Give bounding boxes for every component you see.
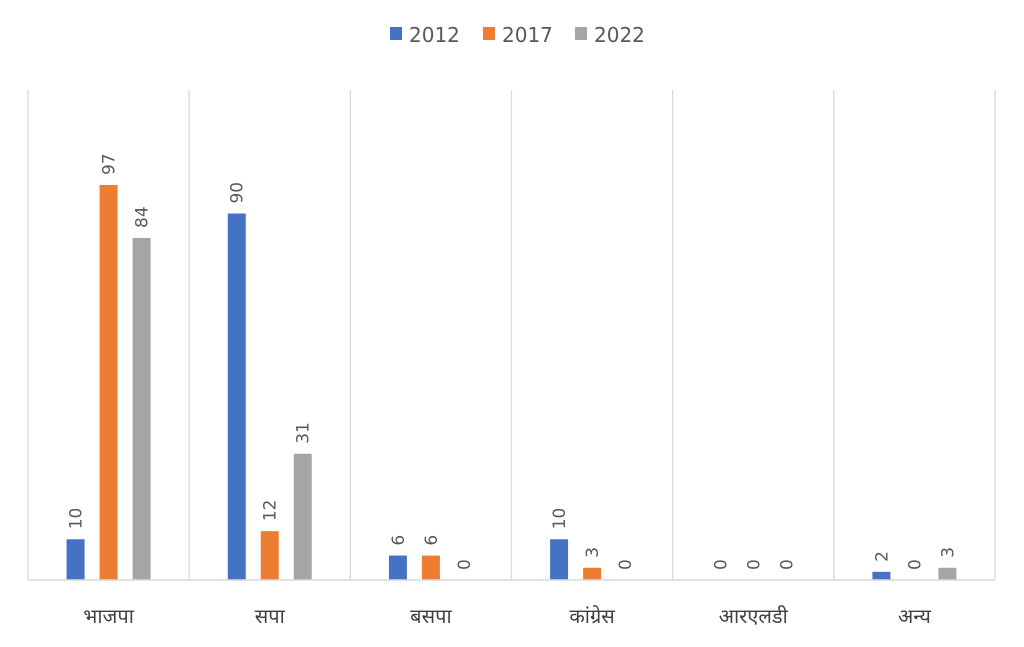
category-labels: भाजपा सपा बसपा कांग्रेस आरएलडी अन्य xyxy=(83,604,931,628)
bar-2017-0 xyxy=(99,185,118,580)
bar-2017-1 xyxy=(260,531,279,580)
data-label-2012-3: 10 xyxy=(550,508,570,530)
legend-swatch-2012 xyxy=(390,27,402,40)
category-label-3: कांग्रेस xyxy=(569,604,615,628)
data-label-2022-5: 3 xyxy=(938,547,958,558)
data-label-2017-0: 97 xyxy=(100,153,120,175)
category-label-5: अन्य xyxy=(898,604,931,628)
legend-label-2017: 2017 xyxy=(502,23,553,47)
legend-swatch-2017 xyxy=(483,27,495,40)
bar-2022-1 xyxy=(293,453,312,580)
data-label-2022-2: 0 xyxy=(455,559,475,570)
legend-label-2012: 2012 xyxy=(409,23,460,47)
bars xyxy=(66,185,957,580)
bar-2012-1 xyxy=(227,213,246,580)
data-label-2017-2: 6 xyxy=(422,535,442,546)
bar-2017-2 xyxy=(421,555,440,580)
legend: 2012 2017 2022 xyxy=(390,23,645,47)
data-label-2022-4: 0 xyxy=(777,559,797,570)
data-label-2012-0: 10 xyxy=(67,508,87,530)
bar-2012-0 xyxy=(66,539,85,580)
bar-2012-5 xyxy=(872,571,891,580)
data-label-2012-2: 6 xyxy=(389,535,409,546)
bar-2022-0 xyxy=(132,237,151,580)
legend-label-2022: 2022 xyxy=(594,23,645,47)
category-gridlines xyxy=(27,90,996,580)
data-label-2022-1: 31 xyxy=(294,422,314,444)
data-label-2012-4: 0 xyxy=(711,559,731,570)
category-label-1: सपा xyxy=(255,604,286,628)
data-label-2012-1: 90 xyxy=(228,182,248,204)
bar-2022-5 xyxy=(938,567,957,580)
category-label-4: आरएलडी xyxy=(719,604,789,628)
legend-swatch-2022 xyxy=(575,27,587,40)
data-labels: 10 97 84 90 12 31 6 6 0 10 3 0 0 0 0 2 0 3 xyxy=(67,153,959,570)
data-label-2012-5: 2 xyxy=(872,551,892,562)
data-label-2022-3: 0 xyxy=(616,559,636,570)
bar-2012-2 xyxy=(388,555,407,580)
data-label-2017-5: 0 xyxy=(905,559,925,570)
data-label-2017-4: 0 xyxy=(744,559,764,570)
data-label-2017-1: 12 xyxy=(261,499,281,521)
bar-2012-3 xyxy=(550,539,569,580)
category-label-2: बसपा xyxy=(410,604,452,628)
data-label-2022-0: 84 xyxy=(133,206,153,228)
bar-2017-3 xyxy=(583,567,602,580)
category-label-0: भाजपा xyxy=(83,604,134,628)
data-label-2017-3: 3 xyxy=(583,547,603,558)
